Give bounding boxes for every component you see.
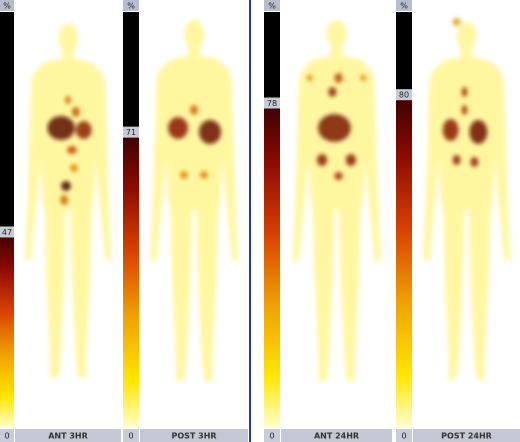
uptake-spot	[190, 105, 198, 115]
scale-unit-box	[0, 0, 14, 11]
scale-gradient	[0, 232, 14, 428]
scale-max-box	[264, 97, 280, 109]
scale-unit-box	[264, 0, 280, 11]
uptake-spots	[442, 18, 488, 167]
scale-min-box	[396, 429, 412, 442]
scale-max-box	[0, 226, 14, 238]
uptake-spot	[469, 120, 488, 144]
scale-min-box	[0, 429, 14, 442]
title-bar	[281, 429, 392, 442]
scale-max: 80	[399, 91, 409, 100]
scale-max-box	[123, 126, 139, 138]
scale-saturated	[123, 12, 139, 133]
panel-title: POST 3HR	[171, 432, 216, 441]
scale-min: 0	[269, 432, 274, 441]
uptake-spot	[306, 75, 313, 81]
scale-unit-box	[123, 0, 139, 11]
uptake-spots	[168, 105, 221, 179]
uptake-spot	[67, 146, 77, 154]
scale-max: 78	[267, 99, 277, 108]
scale-min-box	[264, 429, 280, 442]
scale-min: 0	[401, 432, 406, 441]
scale-saturated	[396, 12, 412, 96]
scan-panel: % 47 0 ANT 3HR	[0, 0, 121, 442]
uptake-spot	[334, 172, 343, 180]
scan-panel: % 78 0 ANT 24HR	[264, 0, 392, 442]
uptake-spot	[442, 119, 459, 141]
uptake-spot	[360, 75, 367, 81]
scale-unit: %	[400, 2, 408, 11]
uptake-spot	[180, 171, 188, 179]
panel-title: POST 24HR	[441, 432, 492, 441]
uptake-spot	[345, 154, 357, 166]
uptake-spot	[65, 96, 71, 104]
uptake-spot	[75, 121, 92, 139]
title-bar	[140, 429, 248, 442]
uptake-spot	[47, 116, 75, 140]
scale-unit: %	[127, 2, 135, 11]
uptake-spot	[461, 87, 468, 97]
scale-gradient	[396, 95, 412, 428]
scale-unit-box	[396, 0, 412, 11]
scale-min: 0	[4, 432, 9, 441]
title-bar	[15, 429, 121, 442]
uptake-spot	[316, 154, 328, 166]
scale-saturated	[264, 12, 280, 104]
uptake-spot	[199, 120, 221, 144]
uptake-spot	[318, 114, 351, 142]
scale-gradient	[123, 132, 139, 428]
scale-max-box	[396, 89, 412, 101]
scale-min-box	[123, 429, 139, 442]
scale-unit: %	[3, 2, 11, 11]
scan-panel: % 71 0 POST 3HR	[123, 0, 248, 442]
uptake-spot	[461, 105, 468, 115]
uptake-spot	[69, 164, 78, 172]
uptake-spot	[60, 195, 68, 205]
uptake-spot	[71, 107, 80, 117]
scale-max: 47	[2, 228, 12, 237]
uptake-spot	[200, 171, 208, 179]
scale-unit: %	[268, 2, 276, 11]
uptake-spot	[334, 73, 343, 83]
panel-title: ANT 24HR	[314, 432, 359, 441]
panel-title: ANT 3HR	[48, 432, 88, 441]
title-bar	[413, 429, 520, 442]
scan-panel: % 80 0 POST 24HR	[396, 0, 520, 442]
uptake-spot	[61, 181, 71, 191]
uptake-spot	[452, 155, 461, 165]
uptake-spots	[306, 73, 367, 180]
uptake-spot	[470, 157, 479, 167]
scale-saturated	[0, 12, 14, 233]
scale-gradient	[264, 103, 280, 429]
uptake-spot	[168, 117, 188, 139]
uptake-spot	[452, 18, 461, 26]
scale-max: 71	[126, 128, 136, 137]
uptake-spot	[328, 87, 337, 97]
uptake-spots	[47, 96, 92, 205]
scale-min: 0	[128, 432, 133, 441]
